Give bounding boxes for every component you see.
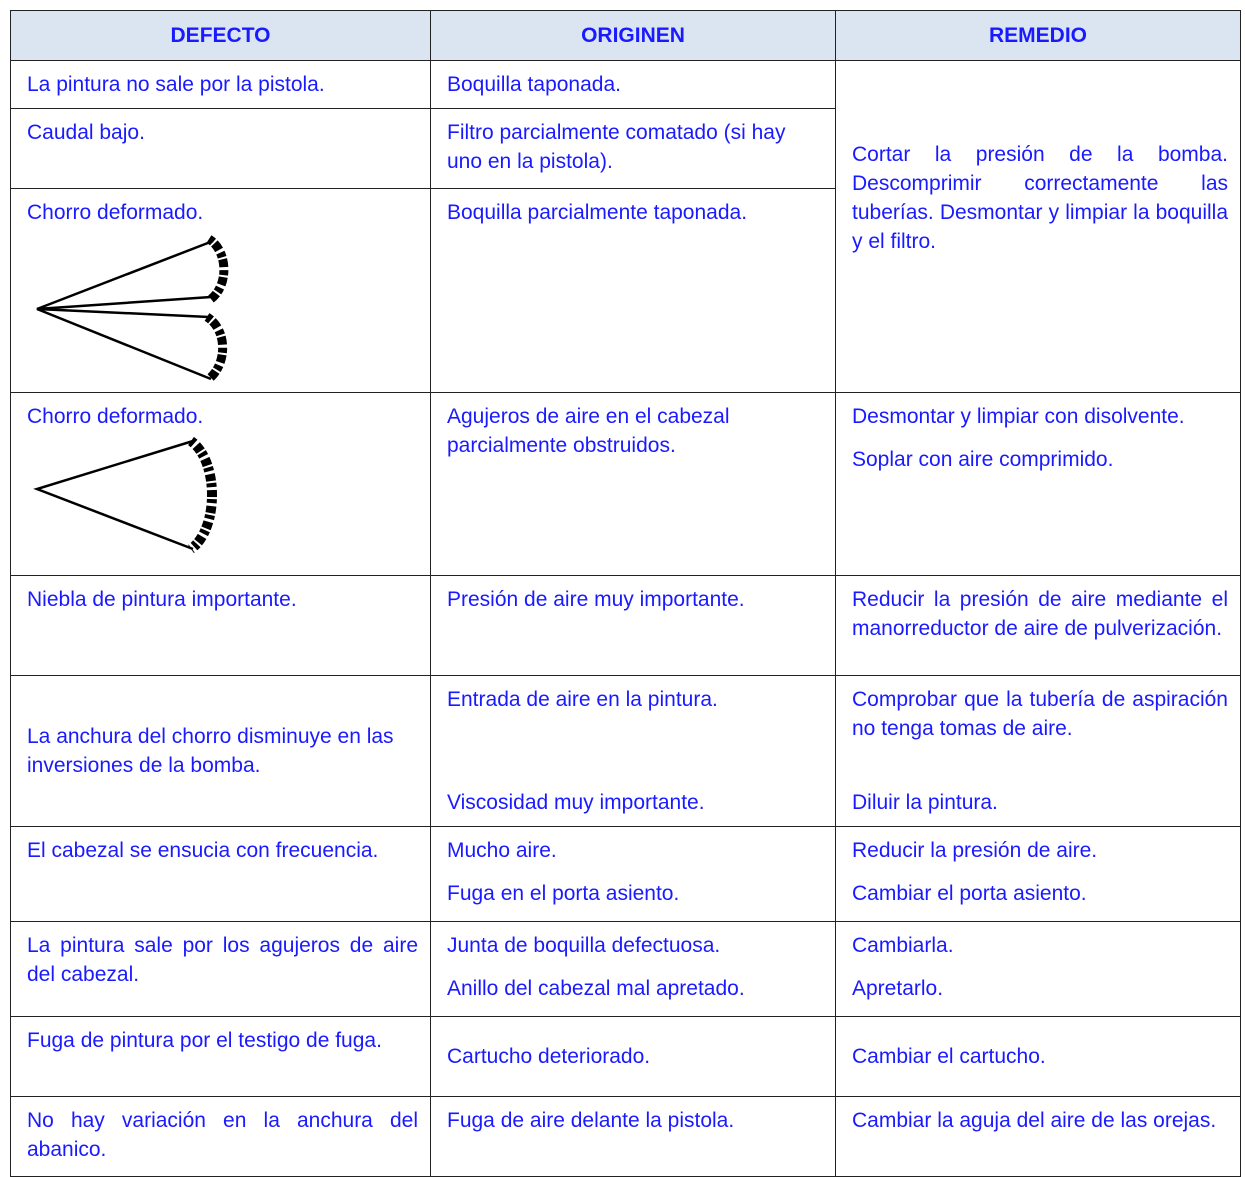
origin: Boquilla parcialmente taponada.	[430, 188, 836, 393]
remedy: Cambiarla.	[852, 934, 954, 957]
remedy: Cambiar la aguja del aire de las orejas.	[835, 1096, 1241, 1177]
row: La pintura no sale por la pistola. Boqui…	[10, 60, 1241, 393]
header-cell: ORIGINEN	[430, 10, 836, 61]
remedy-cell: Cambiarla. Apretarlo.	[835, 921, 1241, 1017]
header-cell: REMEDIO	[835, 10, 1241, 61]
origin: Viscosidad muy importante.	[447, 791, 705, 814]
origin: Mucho aire.	[447, 839, 557, 862]
remedy: Reducir la presión de aire.	[852, 839, 1098, 862]
row: Caudal bajo. Filtro parcialmente comatad…	[10, 108, 1241, 189]
row: La pintura sale por los agujeros de aire…	[10, 921, 1241, 1017]
row: No hay variación en la anchura del abani…	[10, 1096, 1241, 1177]
origin: Junta de boquilla defectuosa.	[447, 934, 721, 957]
page: Defecto / Origen / Remedio {"table": { "…	[10, 10, 1241, 1177]
remedy-cell: Reducir la presión de aire. Cambiar el p…	[835, 826, 1241, 922]
row: Niebla de pintura importante. Presión de…	[10, 575, 1241, 676]
remedy: Diluir la pintura.	[852, 791, 998, 814]
remedy: Desmontar y limpiar con disolvente.	[852, 405, 1185, 428]
origin: Filtro parcialmente comatado (si hay uno…	[430, 108, 836, 189]
remedy: Cambiar el cartucho.	[835, 1016, 1241, 1097]
spray-pattern-double	[36, 235, 229, 383]
origin: Cartucho deteriorado.	[430, 1016, 836, 1097]
remedy: Comprobar que la tubería de aspiración n…	[852, 688, 1228, 740]
defect: Caudal bajo.	[10, 108, 431, 189]
defect-cell: Chorro deformado.	[10, 188, 431, 393]
origin-cell: Mucho aire. Fuga en el porta asiento.	[430, 826, 836, 922]
row: La anchura del chorro disminuye en las i…	[10, 675, 1241, 827]
row: Fuga de pintura por el testigo de fuga. …	[10, 1016, 1241, 1097]
origin-cell: Entrada de aire en la pintura. Viscosida…	[430, 675, 836, 827]
defect: Chorro deformado.	[27, 201, 204, 224]
row: Chorro deformado. Boquilla parcialmente …	[10, 188, 1241, 393]
defect: La pintura sale por los agujeros de aire…	[10, 921, 431, 1017]
row: Chorro deformado. Agujeros de aire en el…	[10, 392, 1241, 576]
origin: Presión de aire muy importante.	[430, 575, 836, 676]
defect: La pintura no sale por la pistola.	[10, 60, 431, 109]
origin: Fuga de aire delante la pistola.	[430, 1096, 836, 1177]
remedy-cell: Desmontar y limpiar con disolvente. Sopl…	[835, 392, 1241, 576]
row: El cabezal se ensucia con frecuencia. Mu…	[10, 826, 1241, 922]
origin: Entrada de aire en la pintura.	[447, 688, 718, 711]
spray-pattern-single	[33, 437, 217, 554]
origin-cell: Junta de boquilla defectuosa. Anillo del…	[430, 921, 836, 1017]
defect: No hay variación en la anchura del abani…	[10, 1096, 431, 1177]
remedy: Apretarlo.	[852, 977, 944, 1000]
defect: La anchura del chorro disminuye en las i…	[10, 675, 431, 827]
defect: Fuga de pintura por el testigo de fuga.	[10, 1016, 431, 1097]
defect: El cabezal se ensucia con frecuencia.	[10, 826, 431, 922]
origin: Fuga en el porta asiento.	[447, 882, 680, 905]
header-row: DEFECTO ORIGINEN REMEDIO	[10, 10, 1241, 61]
remedy: Cortar la presión de la bomba. Descompri…	[835, 60, 1241, 393]
origin: Agujeros de aire en el cabezal parcialme…	[430, 392, 836, 576]
remedy-cell: Comprobar que la tubería de aspiración n…	[835, 675, 1241, 827]
origin: Boquilla taponada.	[430, 60, 836, 109]
defect: Niebla de pintura importante.	[10, 575, 431, 676]
remedy: Cambiar el porta asiento.	[852, 882, 1087, 905]
remedy: Reducir la presión de aire mediante el m…	[835, 575, 1241, 676]
defect-cell: Chorro deformado.	[10, 392, 431, 576]
page-body: DEFECTO ORIGINEN REMEDIO La pintura no s…	[10, 10, 1241, 1177]
remedy: Soplar con aire comprimido.	[852, 448, 1114, 471]
origin: Anillo del cabezal mal apretado.	[447, 977, 745, 1000]
troubleshooting-table: DEFECTO ORIGINEN REMEDIO La pintura no s…	[10, 10, 1241, 1177]
header-cell: DEFECTO	[10, 10, 431, 61]
defect: Chorro deformado.	[27, 405, 204, 428]
